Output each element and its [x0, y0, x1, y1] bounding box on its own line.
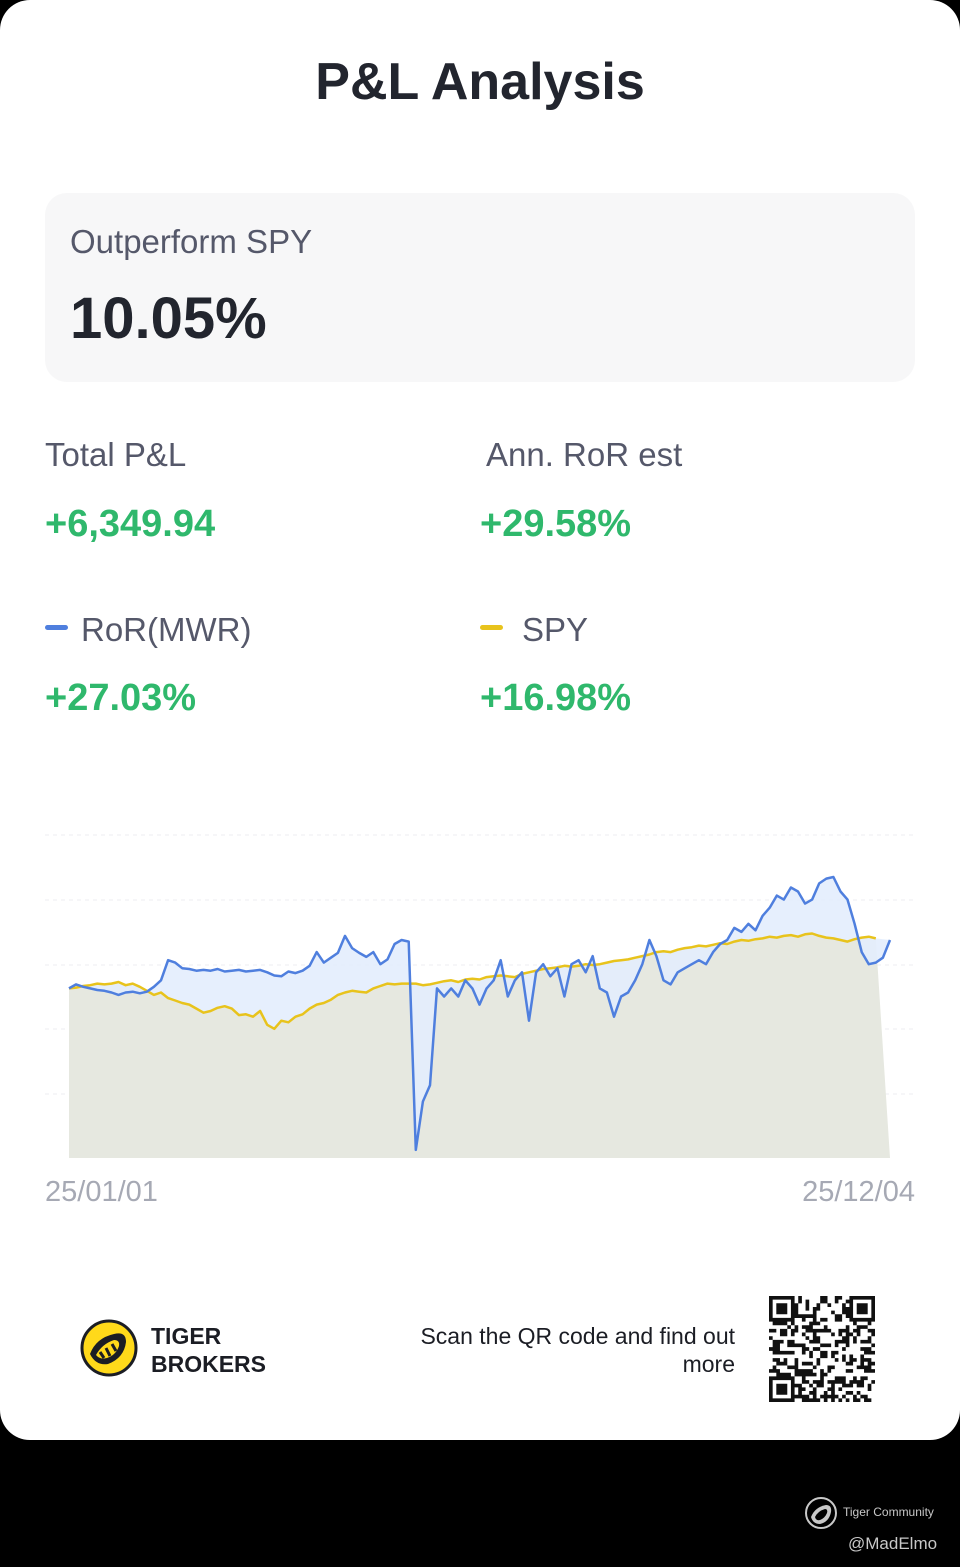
ror-line-chart: [45, 834, 915, 1158]
tiger-community-label: Tiger Community: [843, 1505, 934, 1519]
spy-series-line: [68, 932, 877, 1031]
tiger-brokers-logo-icon: [80, 1319, 138, 1377]
pl-analysis-card: P&L Analysis Outperform SPY 10.05% Total…: [0, 0, 960, 1440]
spy-value: +16.98%: [480, 677, 632, 719]
total-pl-value: +6,349.94: [45, 503, 216, 545]
outperformance-area-fill: [69, 877, 890, 1150]
spy-label: SPY: [522, 611, 589, 648]
brand-line-1: TIGER: [151, 1323, 222, 1349]
outperform-label: Outperform SPY: [70, 223, 313, 260]
ror-mwr-label: RoR(MWR): [81, 611, 252, 648]
scan-qr-text: Scan the QR code and find out more: [420, 1323, 735, 1377]
spy-legend-swatch: [480, 625, 503, 630]
spy-area-fill: [69, 933, 890, 1158]
page-title: P&L Analysis: [315, 53, 645, 111]
ror-mwr-value: +27.03%: [45, 677, 197, 719]
ror-mwr-series-line: [68, 875, 892, 1152]
qr-code-icon[interactable]: [769, 1296, 875, 1402]
total-pl-label: Total P&L: [45, 436, 187, 473]
outperform-summary-box: Outperform SPY 10.05%: [45, 193, 915, 382]
tiger-community-icon: [805, 1497, 837, 1529]
tiger-brokers-wordmark: TIGER BROKERS: [151, 1322, 266, 1378]
x-axis-start-label: 25/01/01: [45, 1176, 158, 1208]
ann-ror-value: +29.58%: [480, 503, 632, 545]
username-handle: @MadElmo: [848, 1534, 938, 1553]
brand-line-2: BROKERS: [151, 1351, 267, 1377]
qr-code-modules: [769, 1296, 875, 1402]
ann-ror-label: Ann. RoR est: [486, 436, 683, 473]
x-axis-end-label: 25/12/04: [802, 1176, 915, 1208]
ror-legend-swatch: [45, 625, 68, 630]
outperform-value: 10.05%: [70, 286, 267, 351]
